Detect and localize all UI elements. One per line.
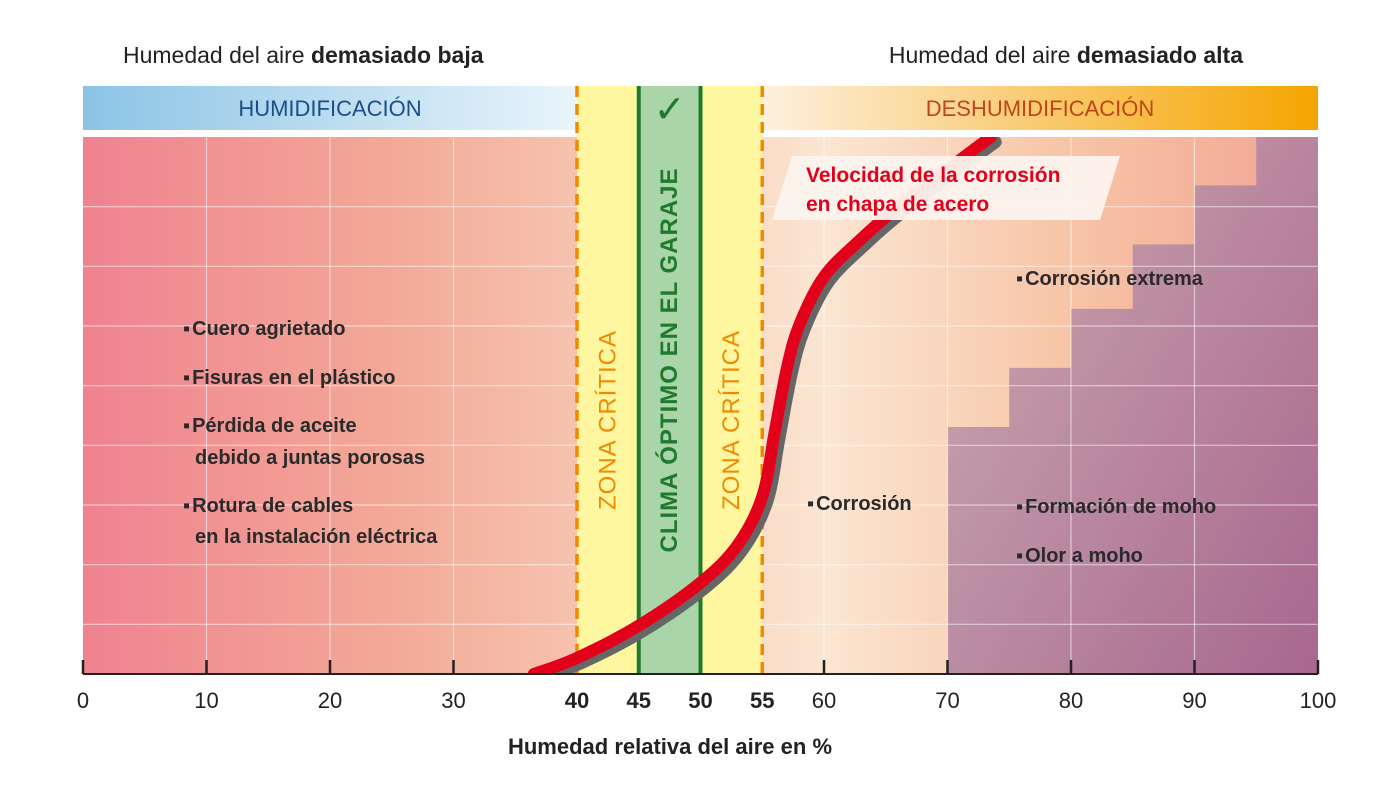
annotation-cracked-leather: ▪ Cuero agrietado — [183, 318, 345, 340]
x-tick-label-30: 30 — [441, 688, 465, 713]
annotation-oil-loss-line2: debido a juntas porosas — [195, 447, 425, 469]
annotation-mold-formation: ▪ Formación de moho — [1016, 496, 1216, 518]
annotation-mold-smell: ▪ Olor a moho — [1016, 545, 1143, 567]
x-tick-label-80: 80 — [1059, 688, 1083, 713]
x-tick-label-45: 45 — [627, 688, 651, 713]
series-label-line1: Velocidad de la corrosión — [806, 164, 1060, 187]
x-tick-label-40: 40 — [565, 688, 589, 713]
x-tick-label-100: 100 — [1300, 688, 1337, 713]
annotation-oil-loss: ▪ Pérdida de aceite — [183, 415, 357, 437]
critical-zone-left-label: ZONA CRÍTICA — [594, 330, 621, 510]
header-right: Humedad del aire demasiado alta — [889, 42, 1243, 68]
annotation-plastic-cracks: ▪ Fisuras en el plástico — [183, 367, 396, 389]
optimal-zone-area — [638, 86, 701, 674]
x-tick-label-70: 70 — [935, 688, 959, 713]
annotation-cable-break-line2: en la instalación eléctrica — [195, 526, 438, 548]
x-tick-label-10: 10 — [194, 688, 218, 713]
optimal-zone-label: CLIMA ÓPTIMO EN EL GARAJE — [655, 167, 683, 552]
x-tick-label-50: 50 — [688, 688, 712, 713]
left-annotations: ▪ Cuero agrietado ▪ Fisuras en el plástico… — [183, 318, 438, 548]
annotation-cable-break: ▪ Rotura de cables — [183, 495, 353, 517]
annotation-corrosion: ▪ Corrosión — [807, 493, 912, 515]
humidification-label: HUMIDIFICACIÓN — [238, 96, 421, 121]
mold-area — [947, 137, 1318, 674]
annotation-extreme-corrosion: ▪ Corrosión extrema — [1016, 268, 1204, 290]
humidification-band — [83, 86, 576, 130]
x-tick-label-20: 20 — [318, 688, 342, 713]
checkmark-icon: ✓ — [654, 87, 686, 131]
x-tick-label-60: 60 — [812, 688, 836, 713]
x-tick-label-55: 55 — [750, 688, 774, 713]
dehumidification-label: DESHUMIDIFICACIÓN — [926, 96, 1155, 121]
critical-zone-right-label: ZONA CRÍTICA — [718, 330, 745, 510]
x-tick-label-0: 0 — [77, 688, 89, 713]
dehumidification-band — [762, 86, 1318, 130]
x-axis-title: Humedad relativa del aire en % — [508, 734, 832, 759]
x-tick-label-90: 90 — [1182, 688, 1206, 713]
series-label-line2: en chapa de acero — [806, 193, 989, 216]
header-left: Humedad del aire demasiado baja — [123, 42, 484, 68]
series-label-box — [772, 156, 1120, 220]
